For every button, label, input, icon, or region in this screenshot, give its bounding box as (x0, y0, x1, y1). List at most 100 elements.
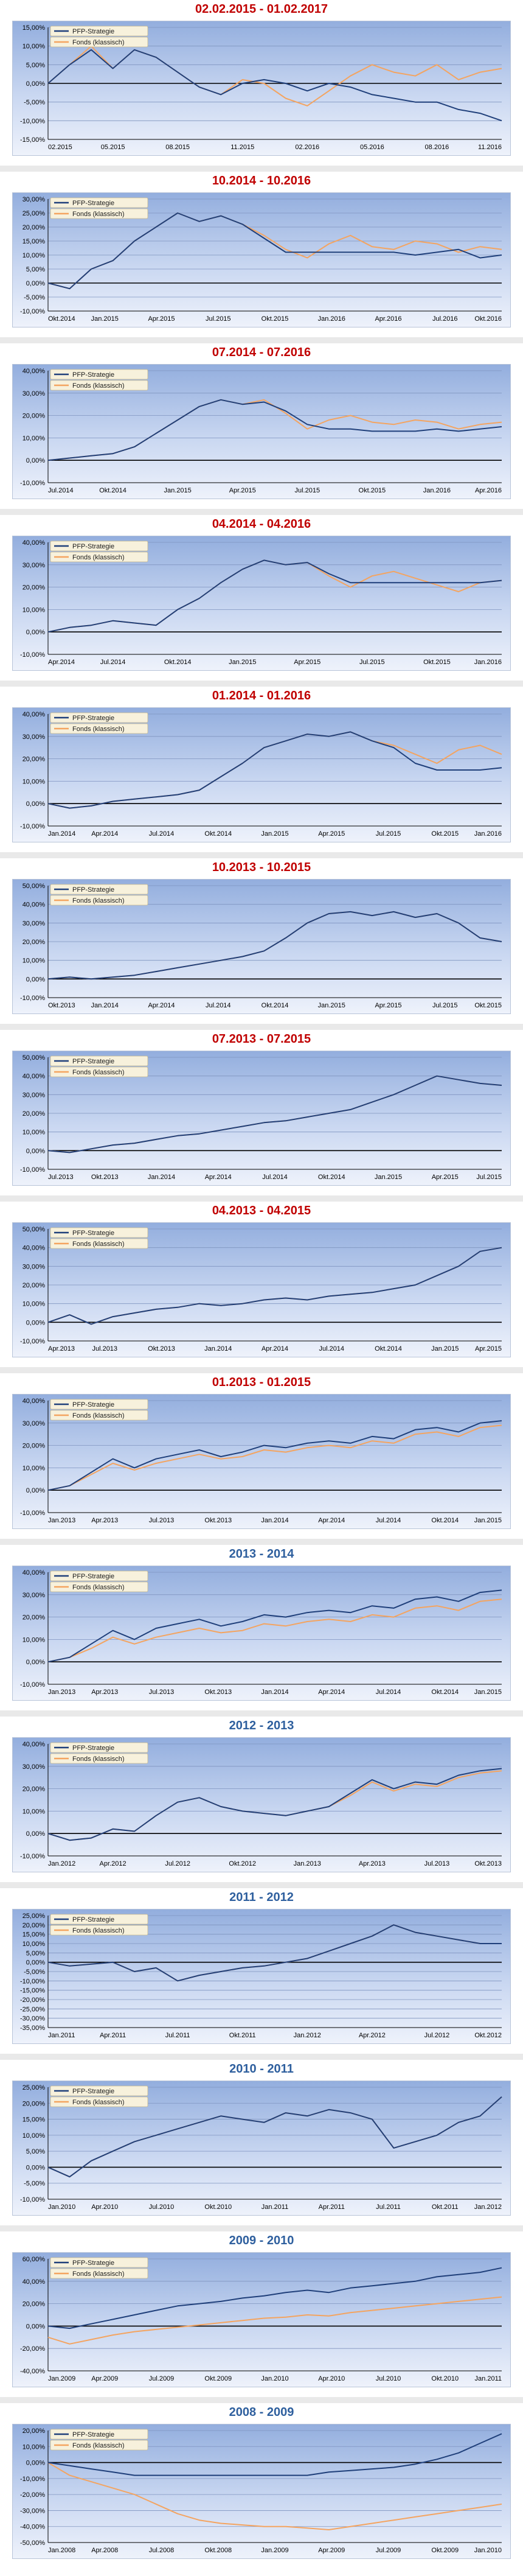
line-chart: 50,00% 40,00% 30,00% 20,00% 10,00% 0,00% -10,0… (20, 1054, 502, 1181)
y-tick-label: 30,00% (23, 196, 46, 203)
x-tick-label: Okt.2013 (474, 1860, 502, 1867)
series-line-pfp-strategie (47, 1589, 502, 1663)
x-tick-label: Okt.2015 (262, 315, 289, 323)
plot-frame: 40,00% 30,00% 20,00% 10,00% 0,00% -10,00% Jan.… (12, 1737, 511, 1872)
x-tick-label: Apr.2015 (475, 1345, 502, 1353)
x-tick-label: Apr.2012 (359, 2032, 386, 2039)
legend-label: PFP-Strategie (72, 200, 114, 207)
chart-block-8: 01.2013 - 01.2015 40,00% 30,00% 20,00% 10,00… (0, 1373, 523, 1545)
x-tick-label: Jan.2012 (48, 1860, 75, 1867)
block-separator (0, 1710, 523, 1717)
legend: PFP-Strategie Fonds (klassisch) (50, 884, 148, 906)
x-tick-label: Okt.2013 (148, 1345, 175, 1353)
legend-label: Fonds (klassisch) (72, 554, 125, 561)
legend-label: Fonds (klassisch) (72, 1241, 125, 1248)
x-tick-label: 08.2016 (425, 144, 449, 151)
y-tick-label: 10,00% (23, 1941, 46, 1948)
legend-label: Fonds (klassisch) (72, 726, 125, 733)
y-tick-label: -25,00% (20, 2006, 45, 2013)
x-tick-label: Jan.2012 (474, 2203, 502, 2211)
legend-label: Fonds (klassisch) (72, 1927, 125, 1934)
y-tick-label: 0,00% (26, 976, 45, 983)
chart-block-9: 2013 - 2014 40,00% 30,00% 20,00% 10,00% 0,00%… (0, 1545, 523, 1717)
y-tick-label: 5,00% (26, 266, 45, 273)
x-tick-label: Okt.2013 (204, 1689, 232, 1696)
series-line-pfp-strategie (47, 1075, 502, 1153)
chart-block-13: 2009 - 2010 60,00% 40,00% 20,00% 0,00% -20,00… (0, 2231, 523, 2403)
line-chart: 25,00% 20,00% 15,00% 10,00% 5,00% 0,00% -5,00%… (20, 2084, 502, 2211)
x-tick-label: Jul.2016 (432, 315, 458, 323)
legend-box (50, 1227, 148, 1238)
y-tick-label: 40,00% (23, 368, 46, 375)
x-tick-label: Apr.2015 (318, 830, 345, 838)
block-separator (0, 166, 523, 172)
x-tick-label: Okt.2013 (204, 1517, 232, 1524)
y-tick-label: 25,00% (23, 210, 46, 217)
x-tick-label: Jul.2010 (376, 2375, 401, 2382)
y-tick-label: 20,00% (23, 1614, 46, 1622)
legend: PFP-Strategie Fonds (klassisch) (50, 1227, 148, 1249)
y-tick-label: 40,00% (23, 1245, 46, 1252)
y-tick-label: -5,00% (24, 294, 45, 301)
chart-title: 01.2013 - 01.2015 (212, 1376, 311, 1389)
block-separator (0, 337, 523, 343)
x-tick-label: Jul.2013 (92, 1345, 117, 1353)
legend: PFP-Strategie Fonds (klassisch) (50, 1570, 148, 1592)
legend: PFP-Strategie Fonds (klassisch) (50, 2085, 148, 2107)
block-separator (0, 852, 523, 858)
legend: PFP-Strategie Fonds (klassisch) (50, 1055, 148, 1077)
x-tick-label: Jul.2009 (149, 2375, 175, 2382)
x-tick-label: Jan.2014 (261, 1689, 288, 1696)
x-tick-label: Okt.2009 (431, 2547, 459, 2554)
legend-label: PFP-Strategie (72, 1058, 114, 1065)
y-tick-label: 25,00% (23, 2084, 46, 2091)
x-tick-label: Okt.2016 (474, 315, 502, 323)
x-tick-label: Jul.2008 (149, 2547, 175, 2554)
line-chart: 50,00% 40,00% 30,00% 20,00% 10,00% 0,00% -10,0… (20, 883, 502, 1009)
chart-title: 2013 - 2014 (229, 1547, 294, 1561)
x-tick-label: Apr.2011 (100, 2032, 126, 2039)
x-tick-label: Apr.2008 (91, 2547, 118, 2554)
y-tick-label: 40,00% (23, 1398, 46, 1405)
x-tick-label: Jan.2015 (229, 659, 256, 666)
legend-label: PFP-Strategie (72, 543, 114, 550)
y-tick-label: 20,00% (23, 2427, 46, 2435)
x-tick-label: Okt.2012 (229, 1860, 256, 1867)
legend-box (50, 1914, 148, 1925)
legend-box (50, 712, 148, 723)
x-tick-label: Okt.2013 (48, 1002, 75, 1009)
legend: PFP-Strategie Fonds (klassisch) (50, 369, 148, 391)
y-tick-label: 15,00% (23, 1931, 46, 1939)
y-tick-label: 0,00% (26, 1487, 45, 1494)
chart-title: 2012 - 2013 (229, 1719, 294, 1732)
legend-label: Fonds (klassisch) (72, 211, 125, 218)
line-chart: 40,00%30,00%20,00%10,00%0,00%-10,00%Apr.… (20, 539, 502, 666)
y-tick-label: -30,00% (20, 2507, 45, 2515)
legend: PFP-Strategie Fonds (klassisch) (50, 2429, 148, 2451)
y-tick-label: -40,00% (20, 2368, 45, 2375)
legend-box (50, 380, 148, 391)
y-tick-label: 60,00% (23, 2256, 46, 2263)
x-tick-label: Jul.2014 (319, 1345, 344, 1353)
x-tick-label: Jul.2014 (206, 1002, 231, 1009)
line-chart: 50,00% 40,00% 30,00% 20,00% 10,00% 0,00% -10,0… (20, 1226, 502, 1353)
x-tick-label: Apr.2013 (91, 1689, 118, 1696)
x-tick-label: Apr.2014 (148, 1002, 175, 1009)
y-tick-label: 10,00% (23, 435, 46, 442)
series-line-fonds-klassisch (47, 1598, 502, 1663)
legend-label: Fonds (klassisch) (72, 1584, 125, 1591)
series-line-pfp-strategie (47, 559, 502, 633)
chart-block-1: 10.2014 - 10.2016 30,00% 25,00% 20,00% 15,00… (0, 172, 523, 343)
chart-title: 10.2013 - 10.2015 (212, 861, 311, 874)
y-tick-label: 20,00% (23, 939, 46, 946)
legend-box (50, 895, 148, 906)
legend-box (50, 2429, 148, 2440)
plot-frame: 15,00% 10,00% 5,00% 0,00% -5,00% -10,00% -15,0… (12, 21, 511, 156)
y-tick-label: 10,00% (23, 1465, 46, 1472)
y-tick-label: 0,00% (26, 1659, 45, 1666)
x-tick-label: Jul.2013 (149, 1689, 175, 1696)
line-chart: 40,00%30,00%20,00%10,00%0,00%-10,00%Jan.… (20, 1398, 502, 1524)
chart-title: 2010 - 2011 (229, 2062, 294, 2076)
plot-frame: 50,00% 40,00% 30,00% 20,00% 10,00% 0,00% -10,0… (12, 1222, 511, 1357)
x-tick-label: Jan.2015 (91, 315, 119, 323)
